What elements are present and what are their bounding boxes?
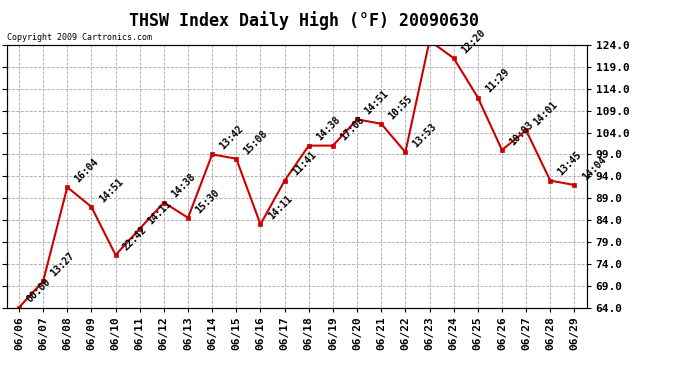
Text: 10:03: 10:03 bbox=[508, 119, 535, 147]
Text: 22:42: 22:42 bbox=[121, 224, 149, 252]
Text: 13:45: 13:45 bbox=[556, 150, 584, 178]
Text: 13:42: 13:42 bbox=[218, 124, 246, 152]
Text: 12:20: 12:20 bbox=[460, 27, 487, 56]
Text: 14:04: 14:04 bbox=[580, 154, 608, 182]
Text: 15:30: 15:30 bbox=[194, 187, 221, 215]
Text: 13:27: 13:27 bbox=[49, 251, 77, 279]
Text: Copyright 2009 Cartronics.com: Copyright 2009 Cartronics.com bbox=[7, 33, 152, 42]
Text: 14:51: 14:51 bbox=[363, 89, 391, 117]
Text: 13:53: 13:53 bbox=[411, 122, 439, 149]
Text: 14:11: 14:11 bbox=[146, 198, 173, 226]
Text: 14:38: 14:38 bbox=[170, 172, 197, 200]
Text: 17:08: 17:08 bbox=[339, 115, 366, 143]
Text: 14:51: 14:51 bbox=[97, 176, 125, 204]
Text: 16:04: 16:04 bbox=[73, 157, 101, 184]
Text: 14:11: 14:11 bbox=[266, 194, 294, 222]
Text: THSW Index Daily High (°F) 20090630: THSW Index Daily High (°F) 20090630 bbox=[128, 11, 479, 30]
Text: 10:55: 10:55 bbox=[387, 93, 415, 121]
Text: 15:08: 15:08 bbox=[242, 128, 270, 156]
Text: 00:00: 00:00 bbox=[25, 277, 52, 305]
Text: 11:29: 11:29 bbox=[484, 67, 511, 95]
Text: 14:01: 14:01 bbox=[532, 100, 560, 128]
Text: 13:51: 13:51 bbox=[0, 374, 1, 375]
Text: 11:41: 11:41 bbox=[290, 150, 318, 178]
Text: 14:38: 14:38 bbox=[315, 115, 342, 143]
